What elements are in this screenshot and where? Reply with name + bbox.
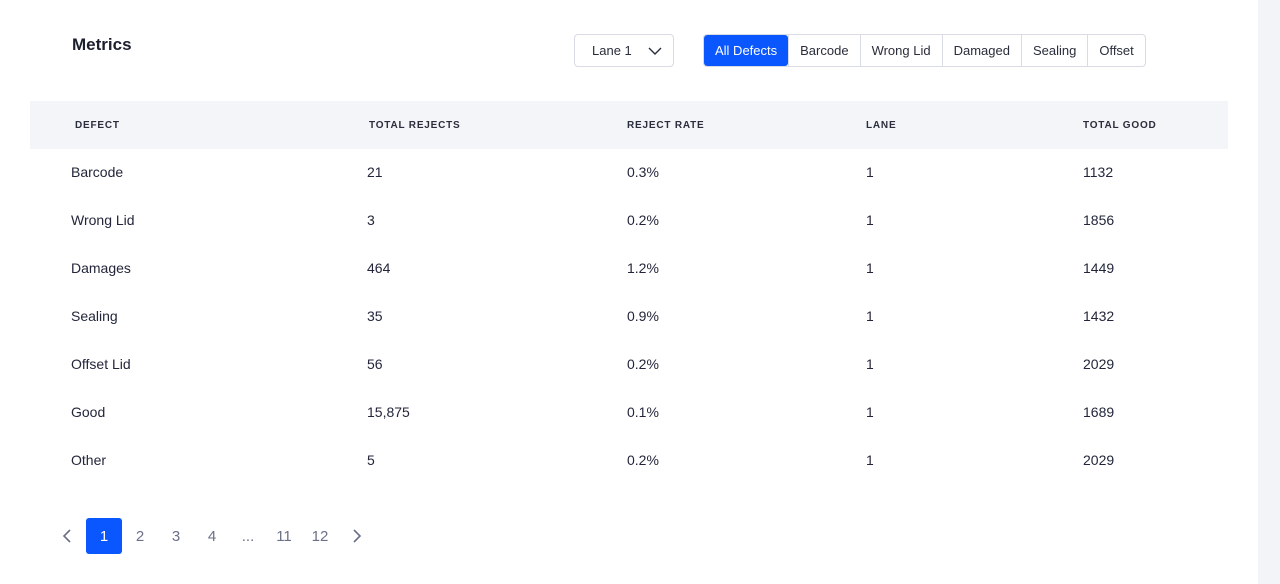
filter-offset[interactable]: Offset	[1087, 35, 1144, 66]
table-header: DEFECT TOTAL REJECTS REJECT RATE LANE TO…	[30, 101, 1228, 149]
cell-lane: 1	[866, 308, 874, 324]
table-row: Offset Lid 56 0.2% 1 2029	[30, 341, 1228, 389]
page-button-11[interactable]: 11	[276, 527, 292, 545]
cell-total-good: 1689	[1083, 404, 1115, 420]
cell-reject-rate: 0.3%	[627, 164, 659, 180]
column-header-reject-rate[interactable]: REJECT RATE	[627, 120, 705, 131]
filter-barcode[interactable]: Barcode	[788, 35, 859, 66]
table-row: Good 15,875 0.1% 1 1689	[30, 389, 1228, 437]
cell-total-good: 1449	[1083, 260, 1115, 276]
column-header-lane[interactable]: LANE	[866, 120, 897, 131]
cell-total-rejects: 56	[367, 356, 383, 372]
cell-total-rejects: 464	[367, 260, 391, 276]
defect-filter-group: All Defects Barcode Wrong Lid Damaged Se…	[703, 34, 1146, 67]
cell-defect: Offset Lid	[71, 356, 131, 372]
cell-total-rejects: 15,875	[367, 404, 410, 420]
page-button-4[interactable]: 4	[207, 527, 217, 545]
cell-defect: Good	[71, 404, 106, 420]
page-button-2[interactable]: 2	[135, 527, 145, 545]
column-header-defect[interactable]: DEFECT	[75, 120, 120, 131]
cell-total-rejects: 5	[367, 452, 375, 468]
cell-total-good: 2029	[1083, 452, 1115, 468]
cell-lane: 1	[866, 164, 874, 180]
cell-defect: Wrong Lid	[71, 212, 135, 228]
pagination: 1 2 3 4 ... 11 12	[50, 518, 374, 554]
table-row: Other 5 0.2% 1 2029	[30, 437, 1228, 485]
chevron-right-icon	[353, 529, 362, 543]
filter-wrong-lid[interactable]: Wrong Lid	[859, 35, 942, 66]
cell-reject-rate: 0.2%	[627, 212, 659, 228]
lane-select[interactable]: Lane 1	[574, 34, 674, 67]
cell-total-rejects: 21	[367, 164, 383, 180]
page-button-3[interactable]: 3	[171, 527, 181, 545]
cell-total-good: 2029	[1083, 356, 1115, 372]
cell-total-good: 1132	[1083, 164, 1114, 180]
filter-damaged[interactable]: Damaged	[941, 35, 1021, 66]
cell-total-good: 1432	[1083, 308, 1115, 324]
cell-lane: 1	[866, 212, 874, 228]
chevron-left-icon	[62, 529, 71, 543]
cell-lane: 1	[866, 260, 874, 276]
cell-lane: 1	[866, 404, 874, 420]
table-row: Barcode 21 0.3% 1 1132	[30, 149, 1228, 197]
cell-reject-rate: 0.1%	[627, 404, 659, 420]
cell-total-rejects: 35	[367, 308, 383, 324]
lane-select-value: Lane 1	[592, 43, 632, 58]
table-row: Sealing 35 0.9% 1 1432	[30, 293, 1228, 341]
cell-defect: Barcode	[71, 164, 124, 180]
table-row: Wrong Lid 3 0.2% 1 1856	[30, 197, 1228, 245]
cell-defect: Other	[71, 452, 107, 468]
previous-page-button[interactable]	[50, 518, 86, 554]
column-header-total-rejects[interactable]: TOTAL REJECTS	[369, 120, 461, 131]
table-row: Damages 464 1.2% 1 1449	[30, 245, 1228, 293]
cell-defect: Damages	[71, 260, 131, 276]
chevron-down-icon	[648, 47, 662, 55]
cell-defect: Sealing	[71, 308, 118, 324]
next-page-button[interactable]	[338, 518, 374, 554]
filter-sealing[interactable]: Sealing	[1020, 35, 1087, 66]
page-title: Metrics	[72, 35, 132, 54]
column-header-total-good[interactable]: TOTAL GOOD	[1083, 120, 1157, 131]
cell-lane: 1	[866, 356, 874, 372]
page-button-12[interactable]: 12	[311, 527, 329, 545]
cell-total-rejects: 3	[367, 212, 375, 228]
cell-reject-rate: 1.2%	[627, 260, 659, 276]
cell-reject-rate: 0.9%	[627, 308, 659, 324]
cell-reject-rate: 0.2%	[627, 452, 659, 468]
page-ellipsis: ...	[241, 527, 255, 545]
filter-all-defects[interactable]: All Defects	[704, 35, 789, 66]
cell-lane: 1	[866, 452, 874, 468]
cell-reject-rate: 0.2%	[627, 356, 659, 372]
page-button-1[interactable]: 1	[86, 518, 122, 554]
cell-total-good: 1856	[1083, 212, 1115, 228]
